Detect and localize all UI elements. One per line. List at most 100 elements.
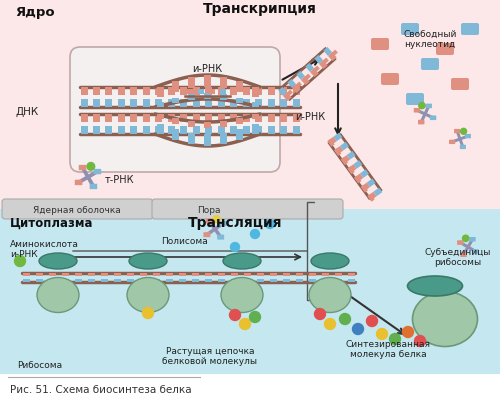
Bar — [100, 273, 107, 277]
Bar — [36, 273, 43, 277]
Bar — [118, 115, 125, 122]
Bar — [114, 273, 120, 277]
Bar — [252, 115, 258, 120]
Bar — [280, 115, 287, 122]
Bar — [106, 127, 112, 135]
Circle shape — [142, 308, 154, 319]
FancyBboxPatch shape — [472, 249, 479, 254]
Text: Полисома: Полисома — [162, 236, 208, 245]
Bar — [330, 50, 338, 58]
Bar — [218, 100, 224, 108]
Bar — [80, 88, 87, 95]
Bar — [88, 273, 94, 277]
Bar — [255, 127, 262, 135]
Bar — [230, 273, 237, 277]
Bar — [296, 279, 302, 282]
Bar — [218, 127, 224, 135]
Bar — [270, 273, 276, 277]
FancyBboxPatch shape — [152, 200, 343, 220]
Bar — [230, 115, 237, 122]
Bar — [80, 100, 87, 108]
Bar — [218, 88, 224, 95]
FancyBboxPatch shape — [2, 200, 153, 220]
Text: Свободный
нуклеотид: Свободный нуклеотид — [404, 30, 456, 49]
Ellipse shape — [223, 254, 261, 270]
FancyBboxPatch shape — [461, 24, 479, 36]
FancyBboxPatch shape — [70, 48, 280, 173]
Bar — [280, 100, 287, 108]
Bar — [255, 88, 262, 95]
FancyBboxPatch shape — [401, 24, 419, 36]
FancyBboxPatch shape — [414, 109, 420, 113]
Text: Трансляция: Трансляция — [188, 216, 282, 229]
Bar — [198, 90, 204, 95]
Circle shape — [240, 319, 250, 330]
Bar — [0, 374, 500, 409]
Text: Цитоплазма: Цитоплазма — [10, 216, 94, 229]
Bar — [156, 127, 162, 135]
Bar — [321, 58, 329, 66]
FancyBboxPatch shape — [426, 104, 432, 109]
Bar — [268, 127, 274, 135]
Bar — [322, 273, 328, 277]
Bar — [334, 279, 342, 282]
Bar — [118, 127, 125, 135]
Bar — [220, 133, 227, 145]
Bar — [143, 88, 150, 95]
Circle shape — [402, 327, 413, 338]
Bar — [143, 100, 150, 108]
Bar — [93, 127, 100, 135]
Bar — [268, 115, 274, 122]
Bar — [74, 279, 82, 282]
Bar — [296, 273, 302, 277]
Bar — [282, 273, 290, 277]
Text: Субъединицы
рибосомы: Субъединицы рибосомы — [425, 247, 491, 266]
Bar — [168, 88, 175, 95]
Bar — [312, 66, 320, 74]
Bar — [118, 88, 125, 95]
Bar — [180, 127, 188, 135]
Bar — [172, 130, 180, 141]
Bar — [255, 100, 262, 108]
Bar — [209, 90, 215, 95]
Circle shape — [266, 220, 274, 229]
Bar — [218, 279, 224, 282]
Bar — [292, 100, 300, 108]
Text: Ядерная оболочка: Ядерная оболочка — [33, 206, 121, 215]
Circle shape — [462, 236, 469, 242]
Bar — [188, 95, 195, 101]
Bar — [62, 279, 68, 282]
Bar — [218, 273, 224, 277]
Bar — [205, 100, 212, 108]
FancyBboxPatch shape — [220, 221, 226, 226]
Circle shape — [419, 103, 425, 110]
Bar — [126, 279, 134, 282]
Bar — [156, 88, 162, 95]
Bar — [106, 88, 112, 95]
FancyBboxPatch shape — [465, 135, 471, 139]
Bar — [156, 100, 162, 108]
Bar — [143, 115, 150, 122]
Circle shape — [250, 230, 260, 239]
Text: Транскрипция: Транскрипция — [203, 2, 317, 16]
Text: Рибосома: Рибосома — [18, 360, 62, 369]
Text: т-РНК: т-РНК — [105, 175, 134, 184]
Ellipse shape — [129, 254, 167, 270]
Bar — [187, 90, 193, 95]
Bar — [242, 100, 250, 108]
Bar — [236, 119, 242, 124]
Bar — [360, 185, 368, 193]
Bar — [192, 127, 200, 135]
Bar — [204, 279, 212, 282]
Bar — [180, 100, 188, 108]
Ellipse shape — [408, 276, 463, 296]
Bar — [0, 209, 500, 379]
Bar — [166, 279, 172, 282]
Circle shape — [230, 310, 240, 321]
Bar — [156, 115, 162, 122]
Text: и-РНК: и-РНК — [295, 112, 325, 122]
Bar — [294, 82, 302, 90]
Bar — [236, 82, 242, 93]
Ellipse shape — [37, 278, 79, 313]
FancyBboxPatch shape — [217, 235, 224, 240]
